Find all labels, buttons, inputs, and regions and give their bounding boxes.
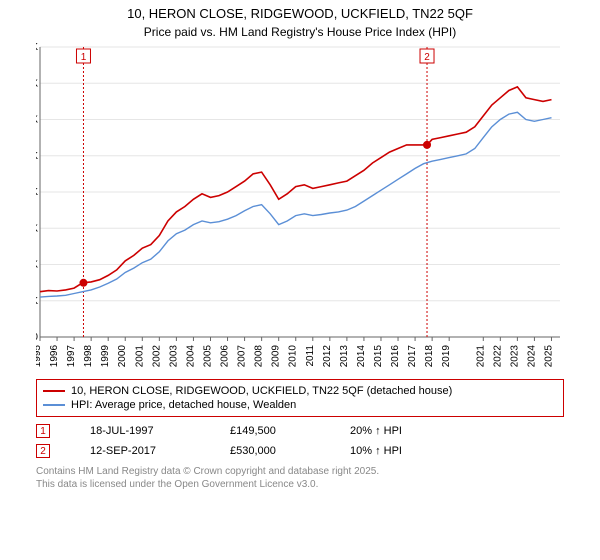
legend-swatch-property	[43, 390, 65, 392]
sale-marker-2: 2	[36, 444, 50, 458]
legend-item-hpi: HPI: Average price, detached house, Weal…	[43, 398, 557, 412]
svg-text:2005: 2005	[202, 345, 213, 368]
svg-text:£600K: £600K	[36, 115, 38, 126]
svg-text:2008: 2008	[254, 345, 265, 368]
svg-text:1995: 1995	[36, 345, 43, 368]
svg-text:2003: 2003	[168, 345, 179, 368]
svg-text:1997: 1997	[66, 345, 77, 368]
svg-text:£500K: £500K	[36, 151, 38, 162]
svg-text:£800K: £800K	[36, 43, 38, 53]
svg-text:2: 2	[424, 52, 430, 63]
legend-label-property: 10, HERON CLOSE, RIDGEWOOD, UCKFIELD, TN…	[71, 385, 452, 397]
svg-text:2024: 2024	[526, 345, 537, 368]
chart-subtitle: Price paid vs. HM Land Registry's House …	[0, 21, 600, 43]
svg-text:1: 1	[81, 52, 87, 63]
svg-text:2001: 2001	[134, 345, 145, 368]
svg-text:£100K: £100K	[36, 296, 38, 307]
svg-text:£0: £0	[36, 332, 38, 343]
svg-text:£200K: £200K	[36, 260, 38, 271]
svg-text:2000: 2000	[117, 345, 128, 368]
svg-text:2013: 2013	[339, 345, 350, 368]
chart-plot-area: £0 £100K £200K £300K £400K £500K £600K £700K £80…	[36, 43, 596, 373]
legend: 10, HERON CLOSE, RIDGEWOOD, UCKFIELD, TN…	[36, 379, 564, 417]
svg-text:2015: 2015	[373, 345, 384, 368]
svg-text:2002: 2002	[151, 345, 162, 368]
svg-text:2009: 2009	[271, 345, 282, 368]
legend-label-hpi: HPI: Average price, detached house, Weal…	[71, 399, 296, 411]
svg-text:2022: 2022	[492, 345, 503, 368]
svg-text:2014: 2014	[356, 345, 367, 368]
svg-text:1996: 1996	[49, 345, 60, 368]
svg-text:2021: 2021	[475, 345, 486, 368]
sales-table: 1 18-JUL-1997 £149,500 20% ↑ HPI 2 12-SE…	[36, 421, 564, 461]
svg-text:2004: 2004	[185, 345, 196, 368]
sale-date-2: 12-SEP-2017	[90, 445, 190, 457]
svg-text:2025: 2025	[543, 345, 554, 368]
svg-text:2018: 2018	[424, 345, 435, 368]
sale-price-1: £149,500	[230, 425, 310, 437]
svg-text:2011: 2011	[305, 345, 316, 367]
svg-text:£300K: £300K	[36, 223, 38, 234]
svg-text:£700K: £700K	[36, 78, 38, 89]
chart-container: 10, HERON CLOSE, RIDGEWOOD, UCKFIELD, TN…	[0, 0, 600, 560]
sale-date-1: 18-JUL-1997	[90, 425, 190, 437]
legend-swatch-hpi	[43, 404, 65, 406]
sale-delta-1: 20% ↑ HPI	[350, 425, 450, 437]
sale-delta-2: 10% ↑ HPI	[350, 445, 450, 457]
footnote-line-2: This data is licensed under the Open Gov…	[36, 478, 564, 491]
svg-text:2006: 2006	[220, 345, 231, 368]
sale-row-1: 1 18-JUL-1997 £149,500 20% ↑ HPI	[36, 421, 564, 441]
svg-text:2007: 2007	[237, 345, 248, 368]
legend-item-property: 10, HERON CLOSE, RIDGEWOOD, UCKFIELD, TN…	[43, 384, 557, 398]
svg-text:2023: 2023	[509, 345, 520, 368]
footnote-line-1: Contains HM Land Registry data © Crown c…	[36, 465, 564, 478]
svg-text:2019: 2019	[441, 345, 452, 368]
svg-text:2010: 2010	[288, 345, 299, 368]
svg-text:2017: 2017	[407, 345, 418, 368]
sale-row-2: 2 12-SEP-2017 £530,000 10% ↑ HPI	[36, 441, 564, 461]
footnote: Contains HM Land Registry data © Crown c…	[36, 465, 564, 491]
sale-price-2: £530,000	[230, 445, 310, 457]
svg-text:1998: 1998	[83, 345, 94, 368]
sale-marker-1: 1	[36, 424, 50, 438]
svg-text:1999: 1999	[100, 345, 111, 368]
chart-title: 10, HERON CLOSE, RIDGEWOOD, UCKFIELD, TN…	[0, 0, 600, 21]
svg-text:2016: 2016	[390, 345, 401, 368]
svg-text:2012: 2012	[322, 345, 333, 368]
svg-text:£400K: £400K	[36, 187, 38, 198]
line-chart-svg: £0 £100K £200K £300K £400K £500K £600K £700K £80…	[36, 43, 564, 373]
